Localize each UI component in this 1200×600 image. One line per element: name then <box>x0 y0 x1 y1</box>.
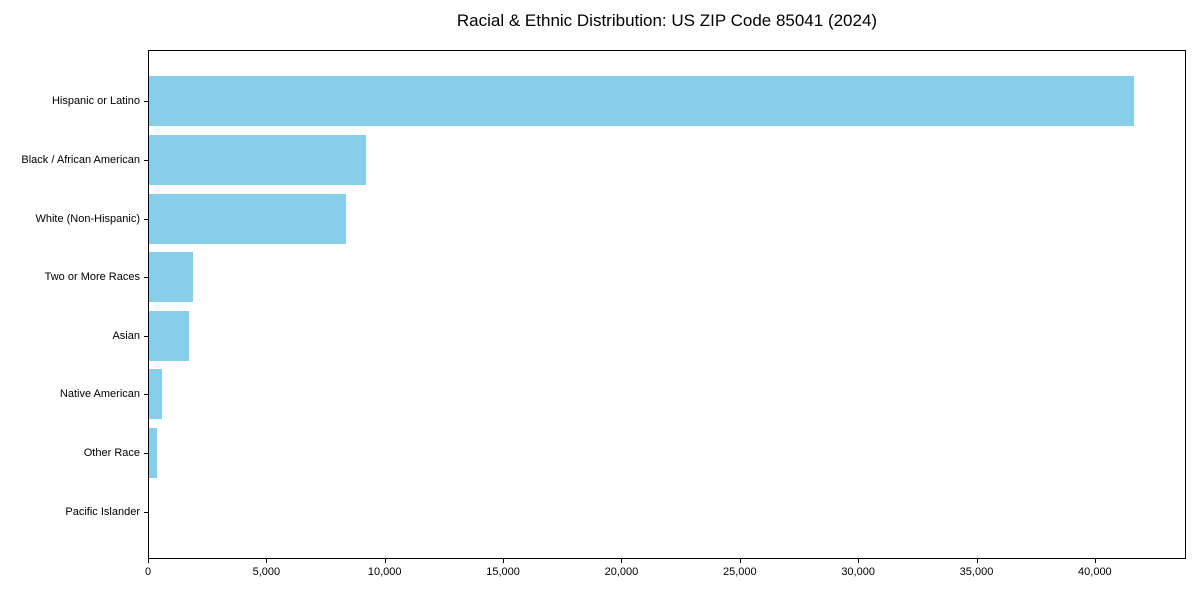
chart-title: Racial & Ethnic Distribution: US ZIP Cod… <box>456 11 878 30</box>
category-label: White (Non-Hispanic) <box>35 212 140 225</box>
bar-row: Hispanic or Latino <box>52 72 1185 131</box>
bar-row: Asian <box>112 307 1185 366</box>
x-tick-label: 15,000 <box>486 566 520 578</box>
category-label: Hispanic or Latino <box>51 95 140 108</box>
x-tick-mark <box>384 559 386 563</box>
y-tick-mark <box>144 511 148 513</box>
category-label: Two or More Races <box>44 271 140 284</box>
x-tick-label: 35,000 <box>959 566 994 578</box>
x-tick-mark <box>739 559 741 563</box>
category-label: Black / African American <box>21 153 140 166</box>
bar-row: Black / African American <box>21 131 1185 190</box>
bar <box>149 310 189 361</box>
x-tick-mark <box>621 559 623 563</box>
bar <box>149 252 193 303</box>
x-axis: 0 5,000 10,000 15,000 20,000 25,000 30,000 35,0… <box>144 559 1186 591</box>
x-tick-label: 25,000 <box>722 566 757 578</box>
x-tick-mark <box>503 559 505 563</box>
y-tick-mark <box>144 453 148 455</box>
y-tick-mark <box>144 335 148 337</box>
category-label: Native American <box>59 388 140 401</box>
y-tick-mark <box>144 218 148 220</box>
plot-area: Hispanic or Latino Black / African Americ… <box>21 50 1186 559</box>
x-tick-mark <box>976 559 978 563</box>
category-label: Asian <box>112 329 140 342</box>
y-tick-mark <box>144 159 148 161</box>
bar <box>149 193 346 244</box>
bar-row: Other Race <box>84 424 1185 483</box>
x-tick-label: 0 <box>144 566 152 578</box>
bar-row: Native American <box>60 365 1185 424</box>
x-tick-label: 10,000 <box>367 566 402 578</box>
bar-row: Pacific Islander <box>65 482 1185 541</box>
y-tick-mark <box>144 394 148 396</box>
x-tick-label: 20,000 <box>604 566 639 578</box>
x-tick-mark <box>148 559 149 563</box>
bar <box>149 76 1135 127</box>
bar <box>149 134 367 185</box>
bar <box>149 369 162 420</box>
bar-row: Two or More Races <box>45 248 1185 307</box>
x-tick-label: 30,000 <box>841 566 875 578</box>
x-tick-label: 5,000 <box>252 566 281 578</box>
x-tick-mark <box>858 559 860 563</box>
category-label: Other Race <box>83 447 140 460</box>
bar <box>149 428 158 479</box>
bar-row: White (Non-Hispanic) <box>35 189 1185 248</box>
x-tick-label: 40,000 <box>1078 566 1112 578</box>
y-tick-mark <box>144 101 148 103</box>
category-label: Pacific Islander <box>65 505 140 518</box>
x-tick-mark <box>1094 559 1096 563</box>
y-tick-mark <box>144 277 148 279</box>
x-tick-mark <box>266 559 268 563</box>
